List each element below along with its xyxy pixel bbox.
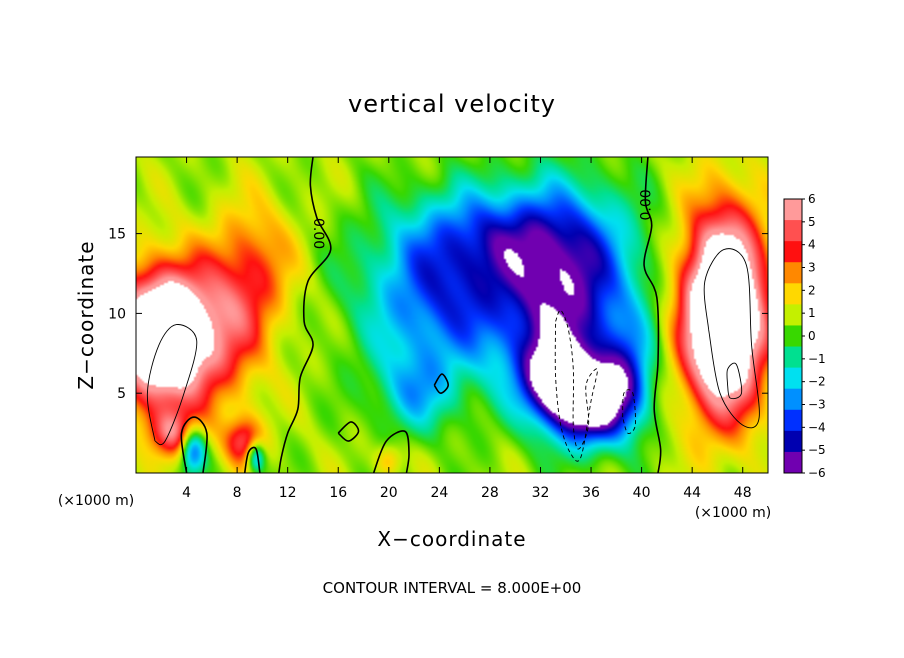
x-tick-label: 20: [380, 485, 398, 501]
x-tick-label: 40: [633, 485, 651, 501]
y-axis-label: Z−coordinate: [74, 240, 98, 389]
colorbar-swatch: [784, 304, 802, 326]
negative-contour-0: [554, 309, 598, 462]
colorbar-tick-label: 5: [808, 215, 816, 229]
zero-contour-2: [180, 416, 208, 473]
zero-contour-5: [372, 430, 410, 473]
zero-contour-3: [243, 446, 261, 473]
x-tick-label: 44: [683, 485, 701, 501]
colorbar-tick-label: 4: [808, 238, 816, 252]
colorbar-swatch: [784, 220, 802, 242]
colorbar-tick-label: −4: [808, 420, 826, 434]
colorbar-swatch: [784, 262, 802, 284]
colorbar-swatch: [784, 451, 802, 474]
colorbar-tick-label: −5: [808, 443, 826, 457]
colorbar-tick-label: 6: [808, 192, 816, 206]
colorbar-tick-label: 2: [808, 283, 816, 297]
x-tick-label: 8: [233, 485, 242, 501]
colorbar-swatch: [784, 409, 802, 432]
x-axis-ticks: 4 8 12 16 20 24 28 32 36 40 44 48: [182, 157, 752, 501]
colorbar: 6 5 4 3 2 1 0 −1 −2 −3 −4 −5 −6: [783, 192, 826, 480]
colorbar-swatch: [784, 346, 802, 369]
colorbar-swatch: [784, 283, 802, 305]
colorbar-tick-label: 3: [808, 261, 816, 275]
positive-contour-2: [726, 362, 743, 400]
positive-contour-1: [703, 248, 760, 429]
colorbar-tick-label: −3: [808, 398, 826, 412]
colorbar-tick-label: −2: [808, 375, 826, 389]
x-tick-label: 4: [182, 485, 191, 501]
contour-interval-note: CONTOUR INTERVAL = 8.000E+00: [323, 579, 582, 597]
y-tick-label: 10: [108, 306, 126, 322]
y-tick-label: 5: [117, 386, 126, 402]
positive-contour-0: [146, 324, 198, 446]
x-tick-label: 36: [582, 485, 600, 501]
zero-contour-6: [433, 373, 449, 395]
x-right-unit-label: (×1000 m): [695, 505, 771, 521]
zero-contour-4: [337, 421, 360, 442]
heatmap-image: [136, 157, 768, 473]
x-tick-label: 16: [329, 485, 347, 501]
zero-contour-1: [643, 157, 662, 473]
y-tick-label: 15: [108, 227, 126, 243]
colorbar-swatch: [784, 199, 802, 221]
x-left-unit-label: (×1000 m): [58, 493, 134, 509]
x-tick-label: 28: [481, 485, 499, 501]
colorbar-swatch: [784, 430, 802, 453]
contour-label: 0.00: [310, 218, 326, 249]
contour-lines: [146, 157, 760, 473]
colorbar-swatch: [784, 367, 802, 390]
x-tick-label: 48: [734, 485, 752, 501]
plot-frame: [135, 156, 769, 474]
x-axis-label: X−coordinate: [377, 527, 526, 551]
x-tick-label: 24: [430, 485, 448, 501]
colorbar-swatch: [784, 325, 802, 348]
contour-label: 0.00: [639, 189, 655, 220]
negative-contour-1: [622, 389, 636, 434]
x-tick-label: 32: [532, 485, 550, 501]
chart-title: vertical velocity: [348, 90, 556, 118]
zero-contour-0: [278, 157, 332, 473]
colorbar-tick-label: 0: [808, 329, 816, 343]
colorbar-swatch: [784, 241, 802, 263]
colorbar-tick-label: −1: [808, 352, 826, 366]
y-axis-ticks: 5 10 15: [108, 227, 768, 402]
colorbar-tick-label: 1: [808, 306, 816, 320]
colorbar-tick-label: −6: [808, 466, 826, 480]
contour-labels: 0.00 0.00: [310, 189, 655, 249]
colorbar-swatch: [784, 388, 802, 411]
x-tick-label: 12: [279, 485, 297, 501]
